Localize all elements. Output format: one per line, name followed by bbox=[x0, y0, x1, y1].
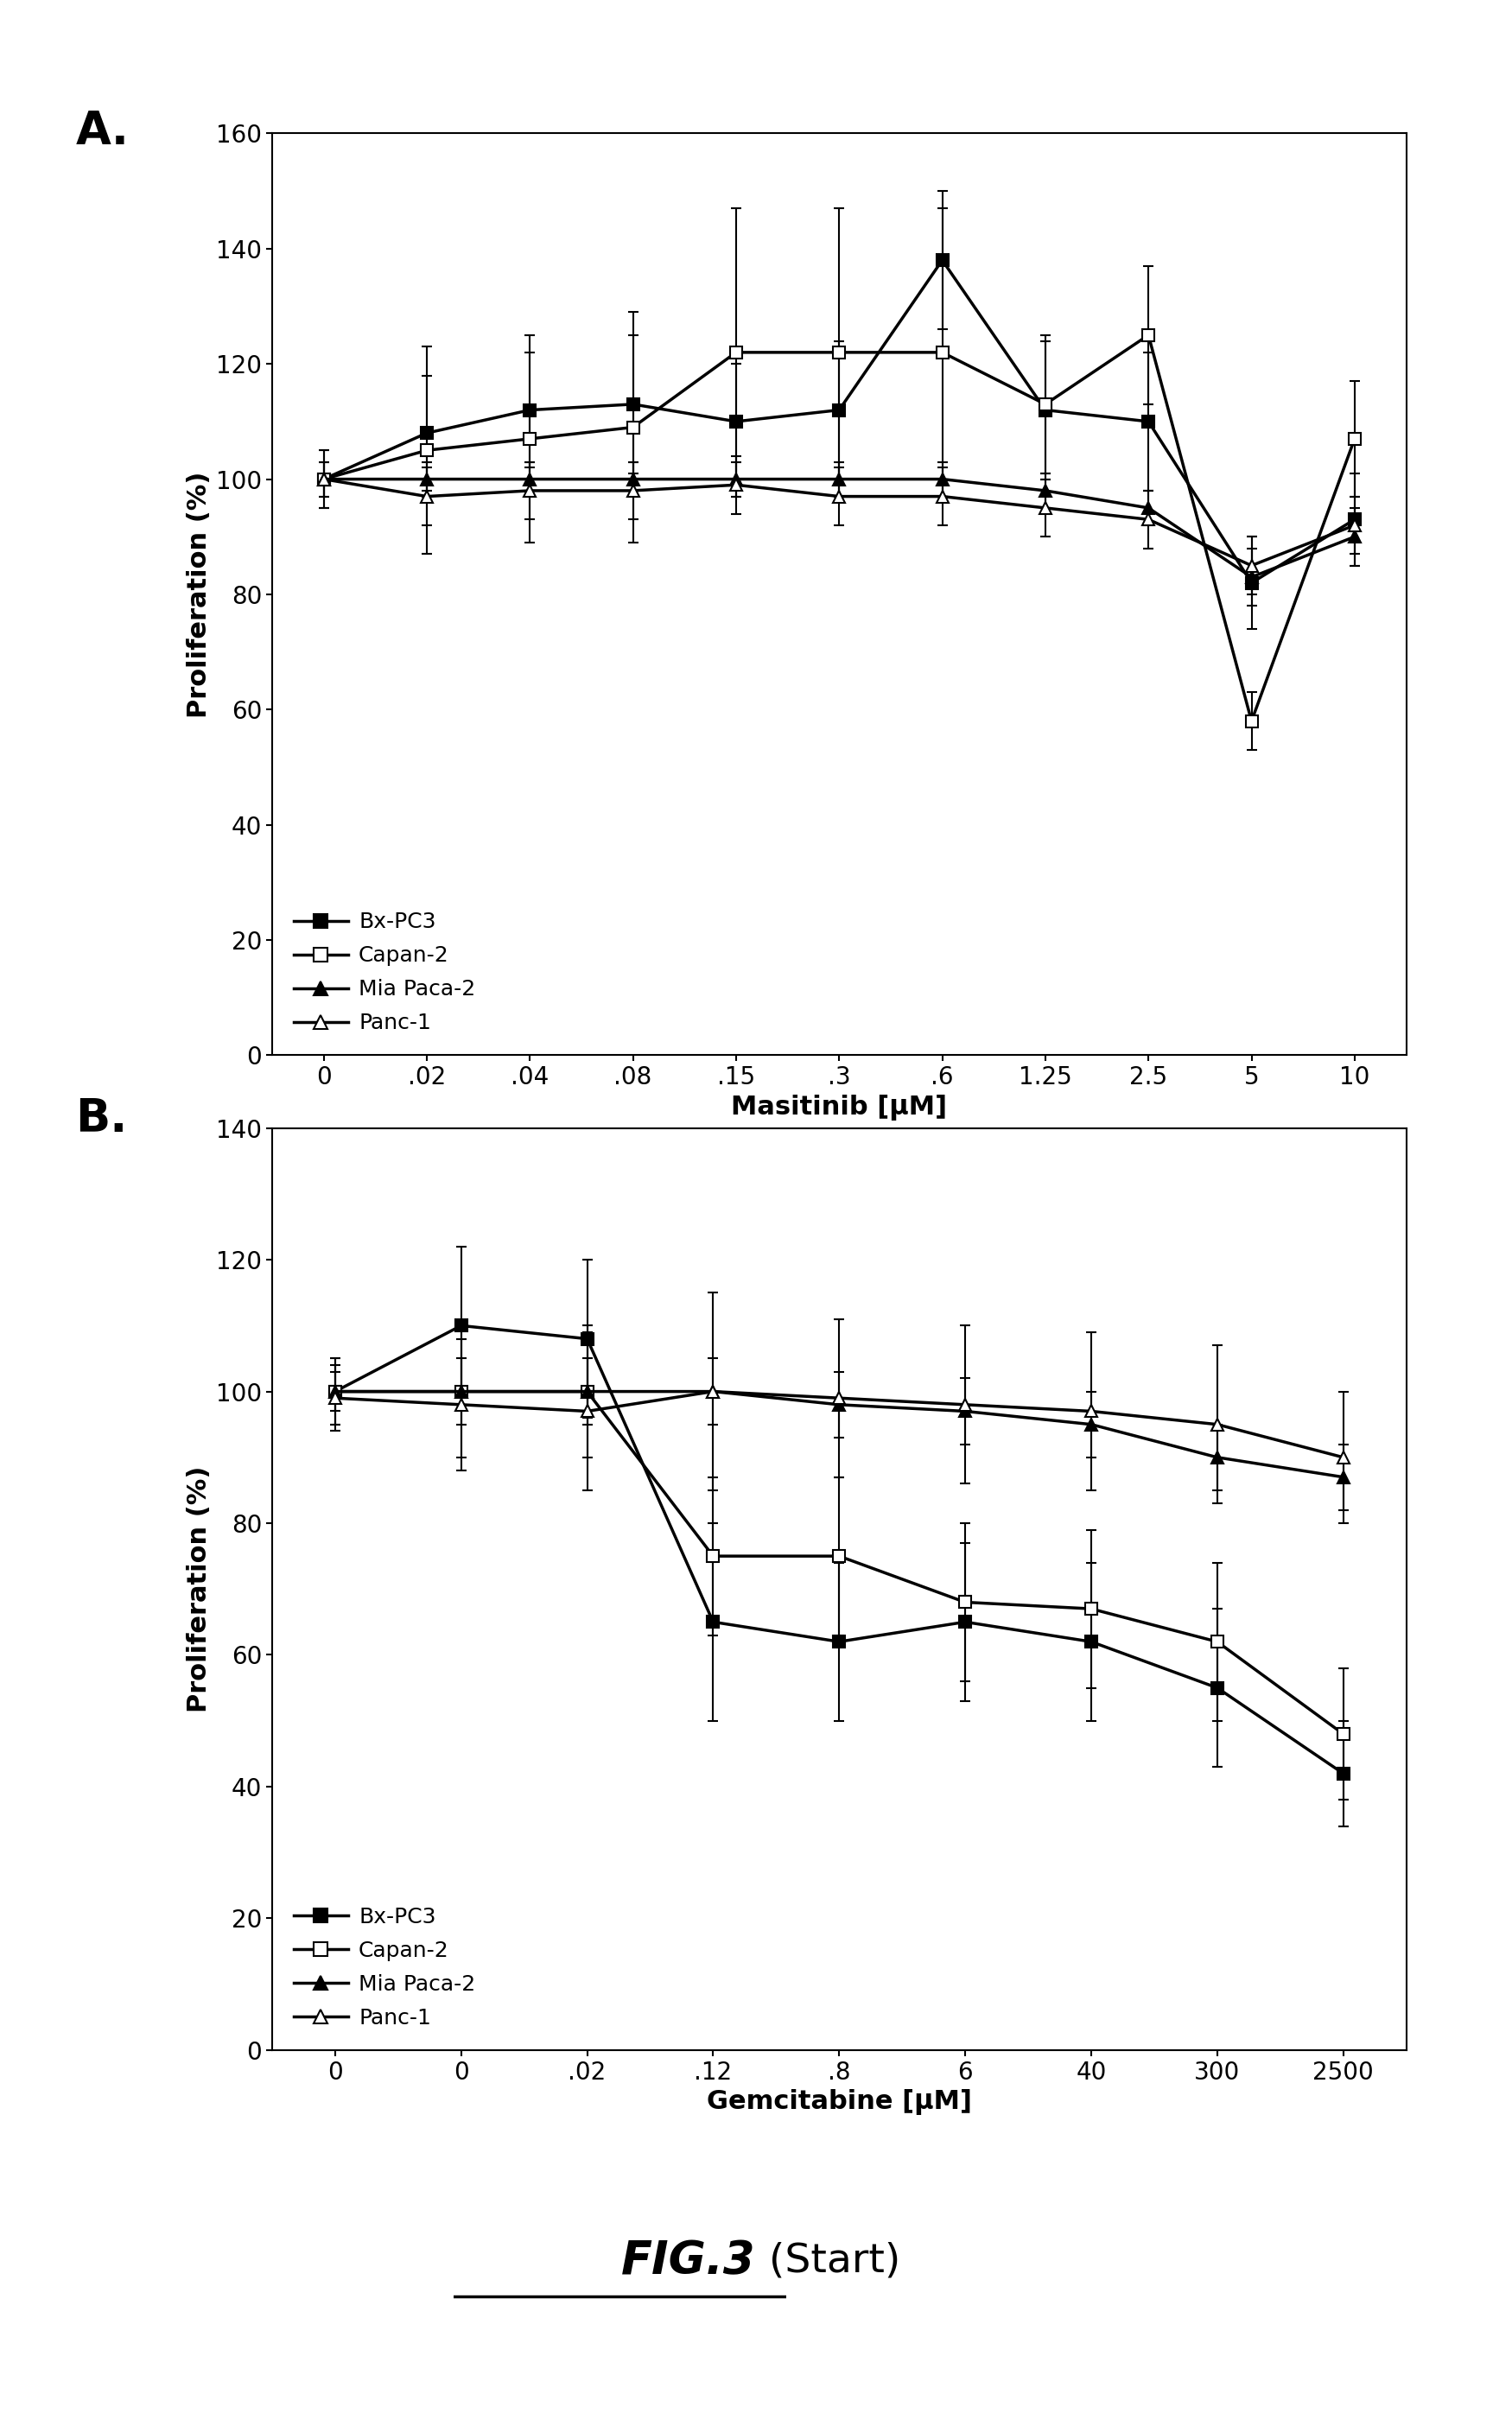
Text: B.: B. bbox=[76, 1097, 127, 1143]
X-axis label: Gemcitabine [μM]: Gemcitabine [μM] bbox=[706, 2089, 972, 2115]
X-axis label: Masitinib [μM]: Masitinib [μM] bbox=[732, 1094, 947, 1121]
Y-axis label: Proliferation (%): Proliferation (%) bbox=[186, 471, 212, 718]
Legend: Bx-PC3, Capan-2, Mia Paca-2, Panc-1: Bx-PC3, Capan-2, Mia Paca-2, Panc-1 bbox=[283, 1895, 487, 2040]
Text: A.: A. bbox=[76, 109, 129, 155]
Legend: Bx-PC3, Capan-2, Mia Paca-2, Panc-1: Bx-PC3, Capan-2, Mia Paca-2, Panc-1 bbox=[283, 900, 487, 1046]
Text: (Start): (Start) bbox=[756, 2242, 901, 2280]
Y-axis label: Proliferation (%): Proliferation (%) bbox=[186, 1465, 212, 1713]
Text: FIG.3: FIG.3 bbox=[621, 2239, 756, 2283]
